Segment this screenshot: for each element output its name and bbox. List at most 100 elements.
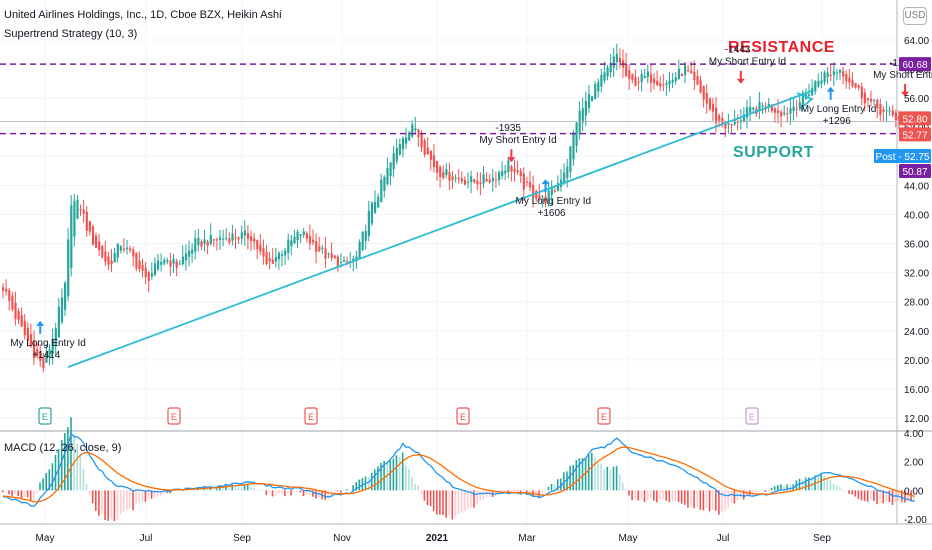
macd-histogram-bar xyxy=(95,490,97,511)
macd-histogram-bar xyxy=(277,490,280,494)
macd-histogram-bar xyxy=(724,490,726,511)
candle-body xyxy=(575,122,578,146)
candle-body xyxy=(482,174,485,184)
macd-histogram-bar xyxy=(904,490,906,503)
candle-body xyxy=(296,231,299,241)
candle-body xyxy=(315,241,318,252)
macd-histogram-bar xyxy=(516,490,519,492)
macd-histogram-bar xyxy=(677,490,680,502)
macd-histogram-bar xyxy=(265,490,268,496)
candle-body xyxy=(215,239,219,241)
candle-body xyxy=(463,179,467,185)
candle-body xyxy=(690,70,693,74)
macd-histogram-bar xyxy=(798,478,801,491)
macd-histogram-bar xyxy=(23,490,26,498)
candle-body xyxy=(845,74,848,82)
macd-histogram-bar xyxy=(405,465,407,491)
macd-histogram-bar xyxy=(553,484,556,491)
candle-body xyxy=(780,111,783,117)
macd-histogram-bar xyxy=(525,490,528,494)
earnings-marker-label: E xyxy=(749,412,755,422)
macd-histogram-bar xyxy=(662,490,664,500)
candle-body xyxy=(786,113,789,115)
macd-histogram-bar xyxy=(863,490,866,502)
macd-histogram-bar xyxy=(615,465,618,491)
candle-body xyxy=(166,259,169,262)
candle-body xyxy=(73,200,76,237)
macd-histogram-bar xyxy=(153,490,156,498)
candle-body xyxy=(538,194,541,199)
candle-body xyxy=(522,173,525,190)
candle-body xyxy=(308,235,312,244)
macd-histogram-bar xyxy=(240,488,243,491)
macd-histogram-bar xyxy=(274,490,277,496)
macd-histogram-bar xyxy=(395,455,398,491)
candle-body xyxy=(20,315,23,327)
candle-body xyxy=(116,243,119,258)
macd-histogram-bar xyxy=(476,490,478,505)
candle-body xyxy=(715,107,718,124)
candle-body xyxy=(854,83,857,88)
macd-histogram-bar xyxy=(29,490,32,502)
candle-body xyxy=(702,86,705,100)
candle-body xyxy=(197,237,200,246)
macd-histogram-bar xyxy=(684,490,686,505)
candle-body xyxy=(262,248,265,257)
candle-body xyxy=(122,248,126,250)
candle-body xyxy=(736,121,739,123)
macd-histogram-bar xyxy=(401,452,404,491)
earnings-marker xyxy=(745,407,759,425)
candle-body xyxy=(321,247,324,249)
candle-body xyxy=(392,153,395,170)
candle-body xyxy=(870,98,873,102)
macd-histogram-bar xyxy=(680,490,683,504)
macd-histogram-bar xyxy=(374,469,376,491)
price-labels: 60.68 52.80 52.77 Post - 52.75 50.87 xyxy=(874,57,931,178)
candle-body xyxy=(826,72,829,78)
macd-indicator-label[interactable]: MACD (12, 26, close, 9) xyxy=(4,442,122,454)
candle-body xyxy=(885,110,888,112)
candle-body xyxy=(39,352,42,361)
candle-body xyxy=(26,327,29,341)
candle-body xyxy=(467,181,470,183)
macd-histogram-bar xyxy=(432,490,435,512)
candle-body xyxy=(293,236,296,244)
candle-body xyxy=(742,114,746,122)
macd-histogram-bar xyxy=(262,490,264,491)
macd-histogram-bar xyxy=(293,490,295,492)
candle-body xyxy=(107,256,110,265)
macd-histogram-bar xyxy=(33,490,35,501)
macd-histogram-bar xyxy=(420,490,423,495)
candle-body xyxy=(612,56,615,68)
macd-histogram-bar xyxy=(268,490,271,493)
macd-histogram-bar xyxy=(463,490,466,511)
currency-button[interactable]: USD xyxy=(903,7,927,25)
candle-body xyxy=(222,238,225,240)
macd-histogram-bar xyxy=(600,464,602,491)
macd-histogram-bar xyxy=(653,490,655,501)
candle-body xyxy=(401,138,405,150)
macd-histogram-bar xyxy=(820,474,822,491)
candle-body xyxy=(324,248,327,259)
candle-body xyxy=(460,178,463,182)
candle-body xyxy=(57,306,60,338)
candle-body xyxy=(640,74,643,83)
candle-body xyxy=(312,239,315,243)
candle-body xyxy=(510,166,513,172)
candle-body xyxy=(54,328,57,347)
candle-body xyxy=(361,231,364,251)
strategy-label[interactable]: Supertrend Strategy (10, 3) xyxy=(4,28,138,40)
candle-body xyxy=(175,261,178,268)
candle-body xyxy=(665,83,668,85)
candle-body xyxy=(671,79,674,83)
macd-histogram-bar xyxy=(659,490,661,501)
macd-histogram-bar xyxy=(646,490,649,501)
candle-body xyxy=(758,102,761,112)
candle-body xyxy=(532,184,535,197)
macd-histogram-bar xyxy=(519,490,522,494)
candle-body xyxy=(733,119,736,125)
candle-body xyxy=(29,334,33,347)
candle-body xyxy=(11,295,14,310)
